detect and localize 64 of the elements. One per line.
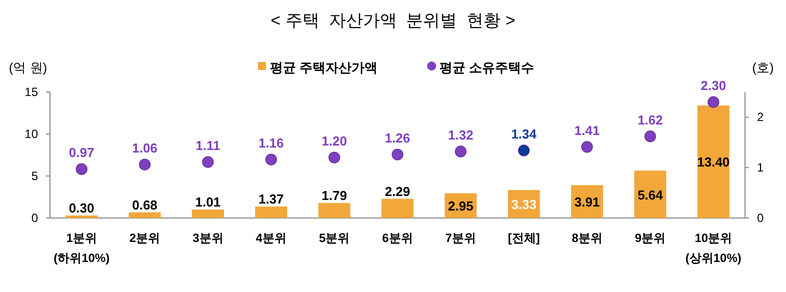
- data-label: 0.30: [68, 200, 94, 216]
- y-tick-label: 15: [24, 85, 38, 99]
- y-tick-label: 10: [24, 127, 38, 141]
- chart-title: < 주택 자산가액 분위별 현황 >: [270, 11, 516, 30]
- data-label: 1.01: [195, 194, 221, 210]
- data-label: 1.41: [574, 122, 600, 138]
- data-label: 0.97: [68, 145, 94, 160]
- bar: [128, 212, 161, 218]
- point: [454, 146, 466, 158]
- data-label: 3.33: [511, 197, 537, 212]
- data-label: 2.95: [448, 198, 474, 214]
- y-tick-label: 5: [31, 169, 38, 183]
- bar: [255, 206, 288, 218]
- data-label: 2.29: [384, 184, 410, 199]
- data-label: 1.11: [196, 138, 220, 154]
- data-label: 1.26: [384, 130, 410, 146]
- x-tick-label: 5분위: [318, 231, 350, 245]
- point: [202, 156, 214, 168]
- data-label: 3.91: [574, 194, 600, 210]
- data-label: 1.20: [322, 134, 347, 149]
- y2-tick-label: 1: [757, 160, 764, 175]
- data-label: 1.06: [132, 140, 158, 156]
- point: [581, 141, 593, 153]
- point: [392, 148, 404, 160]
- bar: [66, 215, 98, 218]
- data-label: 5.64: [638, 187, 664, 202]
- point: [76, 163, 88, 175]
- x-tick-label: 10분위 (상위10%): [685, 231, 742, 265]
- legend-label: 평균 주택자산가액: [270, 60, 378, 75]
- bar: [382, 198, 414, 218]
- data-label: 1.62: [638, 112, 663, 128]
- x-tick-label: 6분위: [382, 231, 413, 245]
- x-tick-label: 1분위 (하위10%): [54, 231, 110, 265]
- bar: [697, 105, 730, 218]
- data-label: 1.34: [511, 126, 538, 142]
- data-label: 0.68: [132, 197, 158, 212]
- x-tick-label: 3분위: [192, 231, 224, 245]
- y-axis-title: (억 원): [8, 60, 48, 75]
- data-label: 2.30: [700, 78, 726, 94]
- data-label: 1.32: [448, 127, 474, 142]
- bar: [634, 170, 666, 218]
- point: [138, 158, 151, 170]
- y2-tick-label: 2: [757, 110, 764, 124]
- x-tick-label: 8분위: [572, 231, 602, 245]
- point: [518, 144, 530, 156]
- x-tick-label: [전체]: [508, 231, 540, 245]
- x-tick-label: 9분위: [634, 231, 666, 245]
- x-tick-label: 7분위: [445, 231, 476, 245]
- point: [644, 130, 656, 142]
- bar: [192, 210, 224, 218]
- legend-label: 평균 소유주택수: [440, 60, 534, 75]
- point: [328, 152, 340, 164]
- y2-axis-title: (호): [752, 60, 774, 75]
- y-tick-label: 0: [31, 211, 38, 225]
- x-tick-label: 4분위: [256, 231, 286, 245]
- x-tick-label: 2분위: [129, 231, 160, 245]
- point: [265, 154, 277, 166]
- data-label: 13.40: [697, 154, 730, 170]
- bar: [318, 202, 350, 218]
- data-label: 1.37: [258, 191, 284, 206]
- y2-tick-label: 0: [757, 211, 764, 225]
- point: [708, 96, 720, 108]
- data-label: 1.16: [258, 136, 284, 151]
- data-label: 1.79: [322, 188, 347, 203]
